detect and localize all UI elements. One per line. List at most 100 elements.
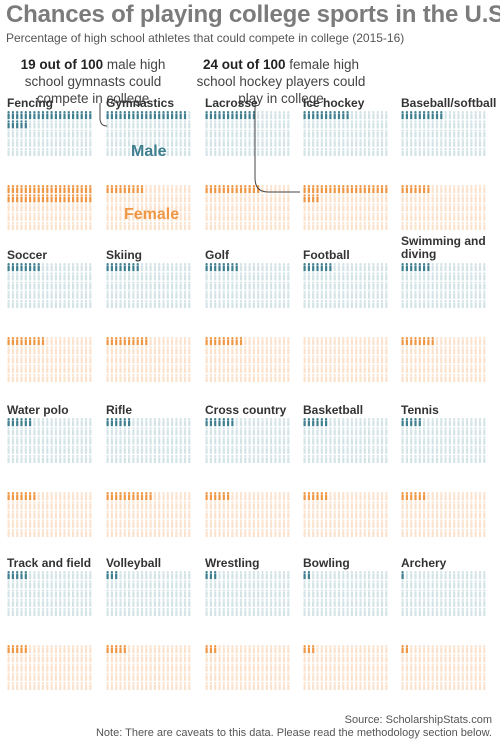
male-person-empty <box>136 129 139 138</box>
male-person-empty <box>269 589 273 598</box>
female-person-empty <box>457 212 460 221</box>
male-person-empty <box>24 290 27 299</box>
male-person-empty <box>307 120 311 129</box>
female-person-empty <box>346 364 349 373</box>
female-person-empty <box>218 203 221 212</box>
female-person-empty <box>76 654 79 663</box>
female-person-empty <box>367 364 371 373</box>
male-person-empty <box>380 281 384 290</box>
female-person-empty <box>188 645 191 654</box>
female-person-empty <box>444 221 447 230</box>
male-person-empty <box>252 263 256 272</box>
female-person-empty <box>435 519 439 528</box>
male-person-empty <box>80 263 83 272</box>
male-person-empty <box>333 263 336 272</box>
male-person-empty <box>41 607 45 616</box>
male-person-empty <box>329 454 332 463</box>
female-person-empty <box>89 645 92 654</box>
male-person-empty <box>405 589 409 598</box>
panel-title-cross-country: Cross country <box>205 403 287 417</box>
male-person-empty <box>11 129 15 138</box>
female-person-empty <box>350 194 354 203</box>
male-person-empty <box>444 138 447 147</box>
female-person-empty <box>312 337 315 346</box>
male-person-empty <box>372 147 375 156</box>
female-person-empty <box>145 185 148 194</box>
male-person-empty <box>376 454 379 463</box>
male-person-empty <box>324 299 328 308</box>
male-person-empty <box>346 138 349 147</box>
female-person-filled <box>63 185 66 194</box>
male-person-empty <box>307 272 311 281</box>
male-person-empty <box>269 427 273 436</box>
female-person-empty <box>457 528 460 537</box>
female-person-empty <box>418 501 421 510</box>
female-person-filled <box>20 194 23 203</box>
male-person-empty <box>110 272 114 281</box>
female-person-empty <box>376 355 379 364</box>
male-person-empty <box>226 120 230 129</box>
male-person-empty <box>166 427 169 436</box>
male-person-empty <box>287 138 290 147</box>
male-person-filled <box>20 263 23 272</box>
male-person-empty <box>127 299 131 308</box>
male-person-empty <box>342 445 345 454</box>
female-person-filled <box>33 337 36 346</box>
female-person-empty <box>261 645 264 654</box>
female-person-empty <box>414 346 417 355</box>
male-person-empty <box>162 129 165 138</box>
female-person-empty <box>457 355 460 364</box>
male-person-empty <box>405 454 409 463</box>
female-person-empty <box>84 221 88 230</box>
female-person-empty <box>153 337 157 346</box>
female-person-empty <box>59 672 62 681</box>
female-person-empty <box>50 672 53 681</box>
male-person-empty <box>140 607 144 616</box>
male-person-empty <box>67 571 70 580</box>
male-person-empty <box>170 418 174 427</box>
female-person-empty <box>248 528 251 537</box>
male-person-filled <box>418 111 421 120</box>
male-person-empty <box>166 418 169 427</box>
female-person-empty <box>465 519 469 528</box>
male-person-empty <box>50 436 53 445</box>
female-person-empty <box>337 221 341 230</box>
male-person-empty <box>418 299 421 308</box>
male-person-empty <box>303 272 306 281</box>
male-person-empty <box>218 281 221 290</box>
male-person-empty <box>209 580 213 589</box>
male-person-empty <box>222 138 225 147</box>
male-person-empty <box>320 147 323 156</box>
male-person-empty <box>231 598 234 607</box>
male-person-empty <box>405 272 409 281</box>
male-person-empty <box>209 290 213 299</box>
male-person-empty <box>350 445 354 454</box>
male-person-empty <box>239 120 243 129</box>
female-person-filled <box>132 185 135 194</box>
golf-female-grid <box>205 337 290 382</box>
female-person-filled <box>405 492 409 501</box>
male-person-empty <box>274 580 277 589</box>
female-person-empty <box>67 519 70 528</box>
female-person-empty <box>444 501 447 510</box>
male-person-empty <box>401 299 404 308</box>
female-person-empty <box>175 510 178 519</box>
male-person-empty <box>33 580 36 589</box>
female-person-empty <box>342 645 345 654</box>
female-person-empty <box>106 221 109 230</box>
female-person-filled <box>320 185 323 194</box>
male-person-empty <box>346 454 349 463</box>
female-person-empty <box>320 221 323 230</box>
female-person-empty <box>71 364 75 373</box>
female-person-empty <box>316 510 319 519</box>
female-person-empty <box>115 355 118 364</box>
male-person-empty <box>149 436 152 445</box>
male-person-empty <box>278 138 281 147</box>
male-person-empty <box>414 281 417 290</box>
male-person-empty <box>33 571 36 580</box>
female-person-empty <box>119 364 122 373</box>
female-person-empty <box>324 645 328 654</box>
male-person-empty <box>140 436 144 445</box>
female-person-empty <box>166 346 169 355</box>
female-person-empty <box>342 519 345 528</box>
